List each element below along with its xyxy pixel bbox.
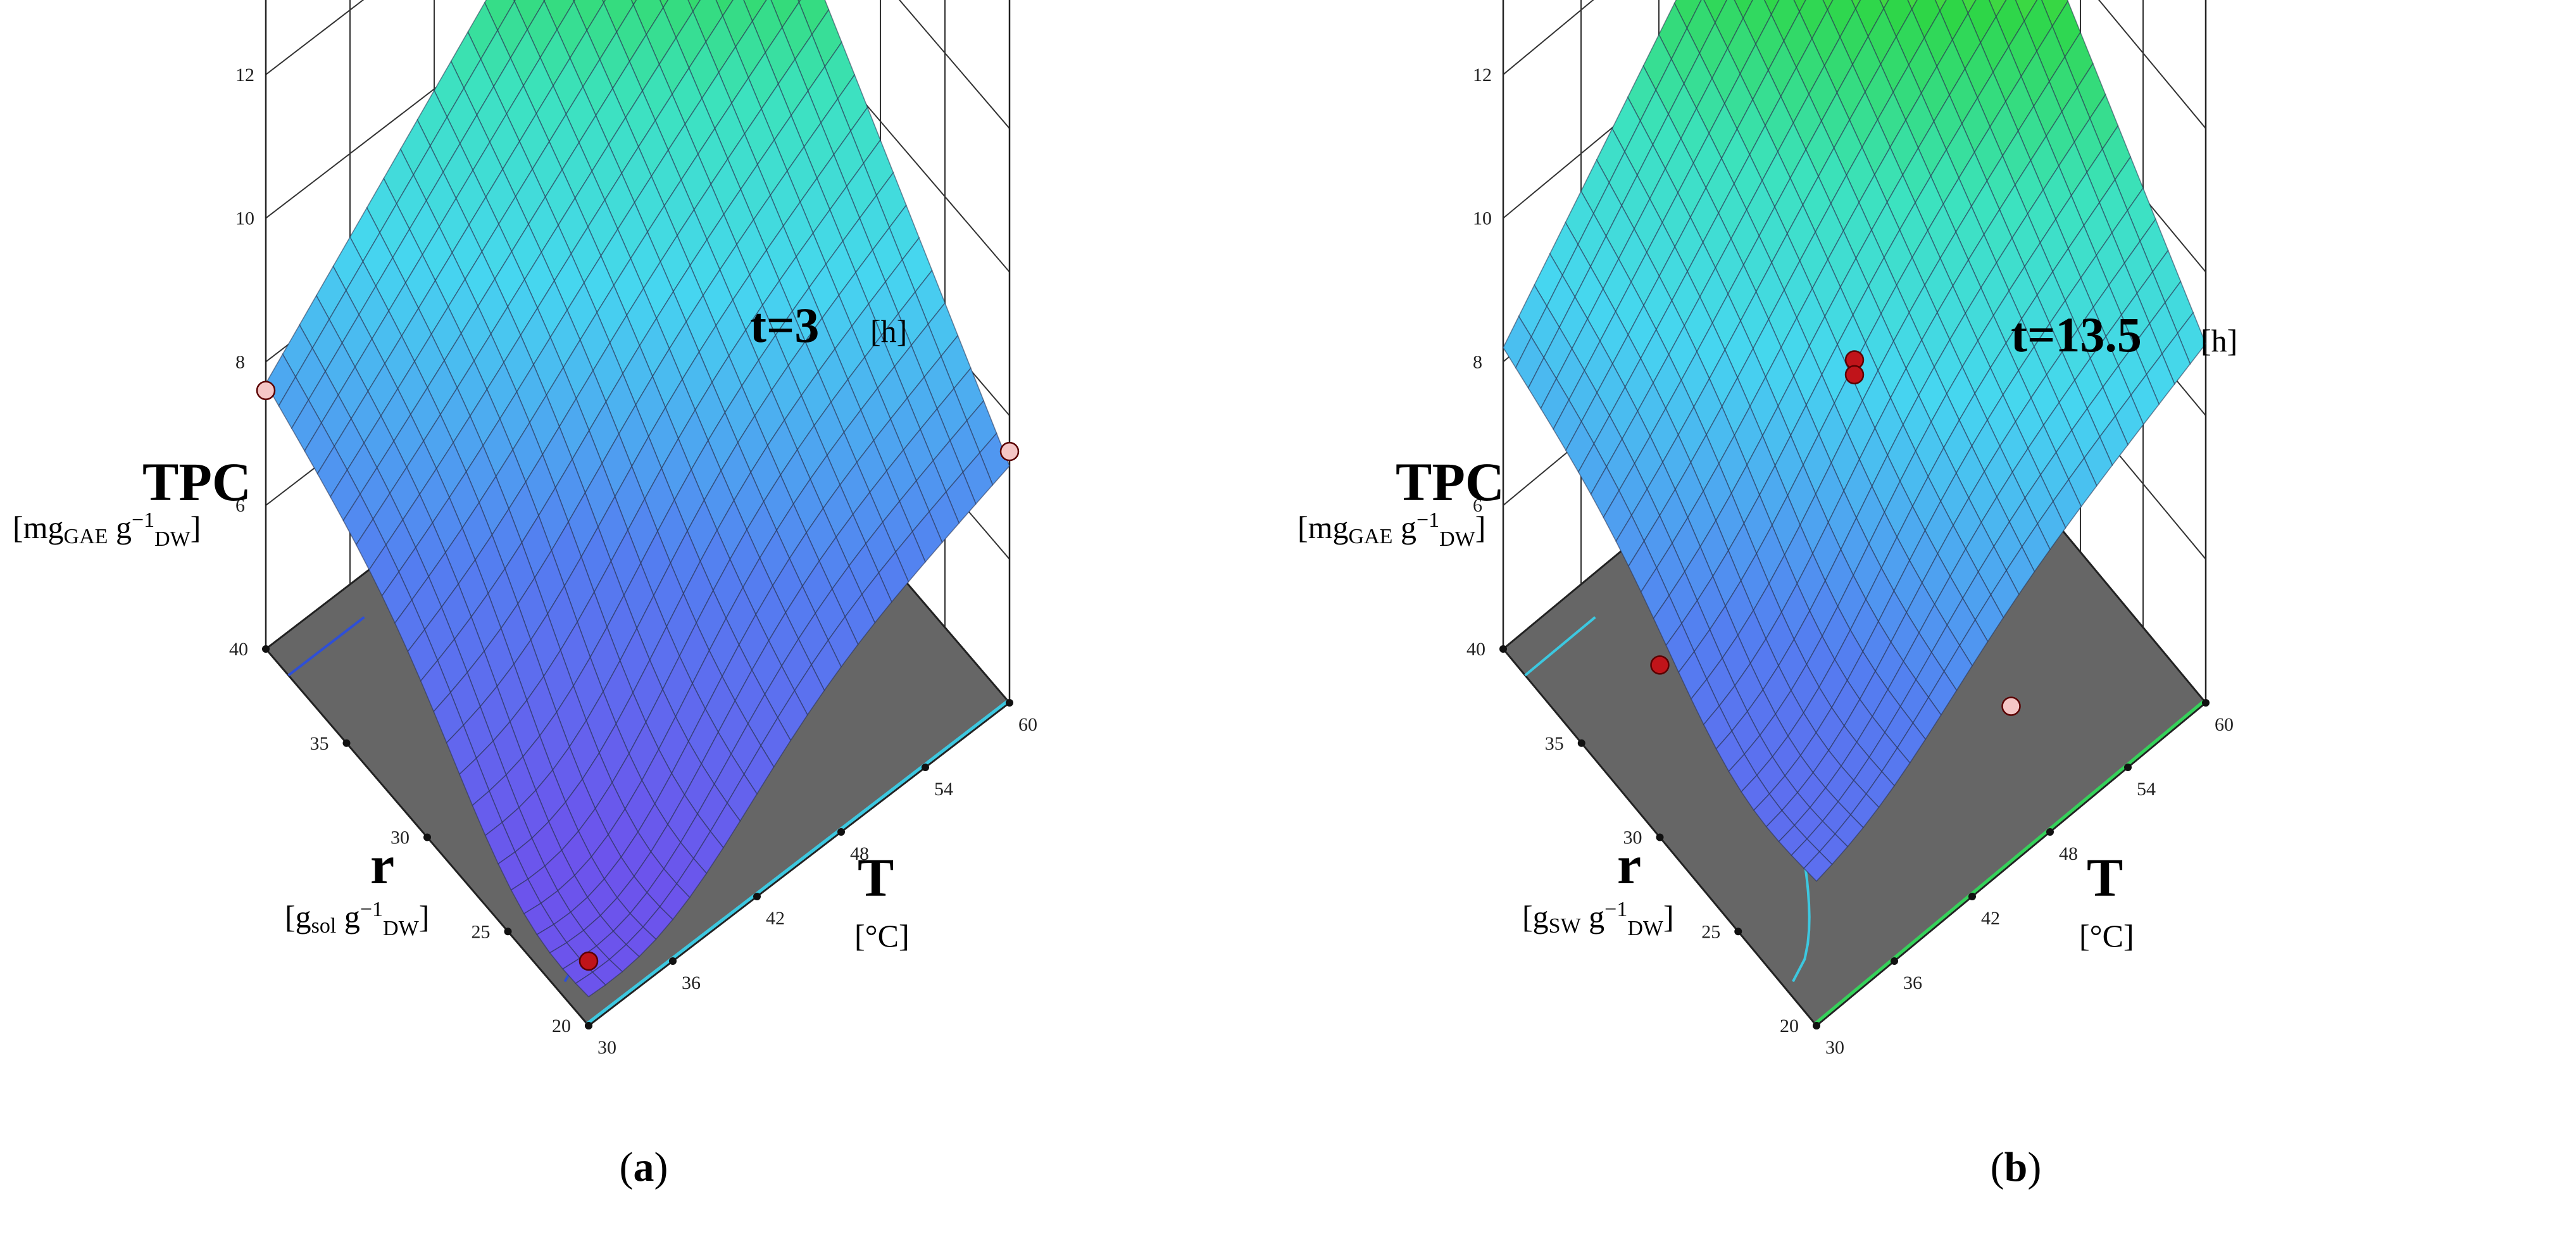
- x-tick-label: 30: [1825, 1037, 1844, 1058]
- condition-label: t=13.5: [2011, 307, 2142, 362]
- z-tick-label: 6: [1473, 495, 1482, 516]
- z-tick-label: 8: [1473, 351, 1482, 372]
- y-tick-label: 25: [472, 921, 491, 942]
- z-tick-label: 6: [235, 495, 245, 516]
- x-tick-label: 42: [766, 908, 785, 929]
- data-point-above-surface: [1650, 655, 1670, 675]
- panel-label: (b): [1991, 1144, 2042, 1190]
- data-point-above-surface: [578, 951, 599, 971]
- condition-label: t=3: [750, 298, 819, 353]
- y-tick-label: 30: [391, 828, 410, 848]
- x-tick-mark: [1891, 957, 1898, 965]
- x-tick-label: 36: [682, 972, 701, 993]
- x-tick-mark: [1968, 893, 1976, 900]
- response-surface: [265, 0, 1010, 998]
- x-tick-label: 48: [2059, 843, 2078, 864]
- z-tick-label: 10: [1473, 208, 1492, 229]
- x-tick-mark: [753, 893, 761, 900]
- x-axis-unit: [°C]: [854, 918, 910, 953]
- x-tick-label: 30: [597, 1037, 616, 1058]
- y-axis-unit: [gSW g−1DW]: [1522, 898, 1674, 940]
- y-tick-label: 35: [1545, 733, 1564, 754]
- x-tick-mark: [2124, 764, 2132, 771]
- y-tick-mark: [585, 1022, 592, 1029]
- panel-label: (a): [620, 1144, 668, 1190]
- x-axis-title: T: [2087, 847, 2123, 908]
- x-tick-mark: [922, 764, 929, 771]
- x-tick-label: 60: [1018, 714, 1037, 735]
- y-tick-label: 20: [1780, 1016, 1799, 1036]
- y-tick-label: 30: [1623, 828, 1642, 848]
- z-axis-title: TPC: [1396, 451, 1504, 512]
- y-tick-label: 40: [229, 639, 248, 660]
- x-tick-label: 54: [2137, 779, 2156, 800]
- y-axis-unit: [gsol g−1DW]: [285, 898, 429, 940]
- tick-labels: 303642485460202530354068101214: [229, 65, 1037, 1058]
- x-tick-label: 36: [1903, 972, 1922, 993]
- x-axis-unit: [°C]: [2079, 918, 2134, 953]
- y-tick-mark: [1656, 833, 1664, 841]
- x-tick-mark: [1006, 699, 1013, 707]
- x-tick-mark: [2046, 828, 2054, 836]
- y-axis-title: r: [370, 834, 394, 895]
- x-tick-label: 42: [1981, 908, 2000, 929]
- y-tick-label: 35: [310, 733, 329, 754]
- z-tick-label: 12: [235, 65, 254, 85]
- x-tick-label: 54: [934, 779, 953, 800]
- x-axis-title: T: [858, 847, 894, 908]
- data-point-below-surface: [256, 381, 276, 401]
- chart-panel-b: 303642485460202530354068101214t=13.5[h]T…: [1288, 0, 2576, 1243]
- x-tick-mark: [669, 957, 677, 965]
- design-points: [256, 381, 1020, 971]
- data-point-above-surface: [1844, 365, 1865, 385]
- y-tick-mark: [1577, 739, 1585, 747]
- z-tick-label: 8: [235, 351, 245, 372]
- z-axis-title: TPC: [142, 451, 251, 512]
- y-axis-title: r: [1617, 834, 1641, 895]
- response-surface: [1503, 0, 2206, 882]
- x-tick-mark: [837, 828, 845, 836]
- x-tick-mark: [2202, 699, 2210, 707]
- tick-labels: 303642485460202530354068101214: [1466, 65, 2234, 1058]
- condition-unit: [h]: [870, 313, 907, 349]
- y-tick-mark: [1734, 928, 1742, 936]
- z-tick-label: 12: [1473, 65, 1492, 85]
- surface-plot-b: 303642485460202530354068101214t=13.5[h]T…: [1297, 0, 2237, 1190]
- z-axis-unit: [mgGAE g−1DW]: [13, 508, 201, 551]
- z-tick-label: 10: [235, 208, 254, 229]
- surface-plot-a: 303642485460202530354068101214t=3[h]TPC[…: [13, 0, 1037, 1190]
- y-tick-label: 40: [1466, 639, 1485, 660]
- chart-panel-a: 303642485460202530354068101214t=3[h]TPC[…: [0, 0, 1288, 1243]
- design-points: [1650, 350, 2021, 716]
- y-tick-label: 25: [1701, 921, 1720, 942]
- x-tick-label: 48: [850, 843, 869, 864]
- y-tick-mark: [262, 645, 270, 653]
- y-tick-label: 20: [552, 1016, 571, 1036]
- data-point-below-surface: [999, 441, 1020, 462]
- data-point-below-surface: [2001, 696, 2021, 716]
- y-tick-mark: [504, 928, 512, 936]
- y-tick-mark: [342, 739, 351, 747]
- y-tick-mark: [423, 833, 431, 841]
- z-axis-unit: [mgGAE g−1DW]: [1297, 508, 1485, 551]
- y-tick-mark: [1499, 645, 1507, 653]
- x-tick-label: 60: [2215, 714, 2234, 735]
- y-tick-mark: [1813, 1022, 1820, 1029]
- condition-unit: [h]: [2201, 323, 2237, 358]
